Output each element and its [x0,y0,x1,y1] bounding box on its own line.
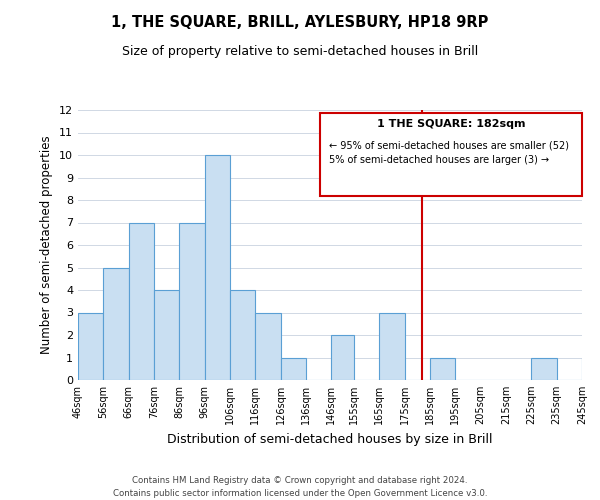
Y-axis label: Number of semi-detached properties: Number of semi-detached properties [40,136,53,354]
Text: Size of property relative to semi-detached houses in Brill: Size of property relative to semi-detach… [122,45,478,58]
Bar [103,268,128,380]
Bar [331,335,354,380]
Bar [128,222,154,380]
Bar [154,290,179,380]
Bar [281,358,306,380]
Text: 5% of semi-detached houses are larger (3) →: 5% of semi-detached houses are larger (3… [329,155,549,165]
Bar [78,312,103,380]
Bar [379,312,405,380]
X-axis label: Distribution of semi-detached houses by size in Brill: Distribution of semi-detached houses by … [167,432,493,446]
Text: 1 THE SQUARE: 182sqm: 1 THE SQUARE: 182sqm [377,118,525,128]
Bar [532,358,557,380]
Bar [255,312,281,380]
Bar [205,155,230,380]
Bar [430,358,455,380]
Text: Contains HM Land Registry data © Crown copyright and database right 2024.
Contai: Contains HM Land Registry data © Crown c… [113,476,487,498]
Text: 1, THE SQUARE, BRILL, AYLESBURY, HP18 9RP: 1, THE SQUARE, BRILL, AYLESBURY, HP18 9R… [112,15,488,30]
Bar [179,222,205,380]
Bar [582,358,600,380]
Text: ← 95% of semi-detached houses are smaller (52): ← 95% of semi-detached houses are smalle… [329,140,569,150]
Bar [230,290,255,380]
